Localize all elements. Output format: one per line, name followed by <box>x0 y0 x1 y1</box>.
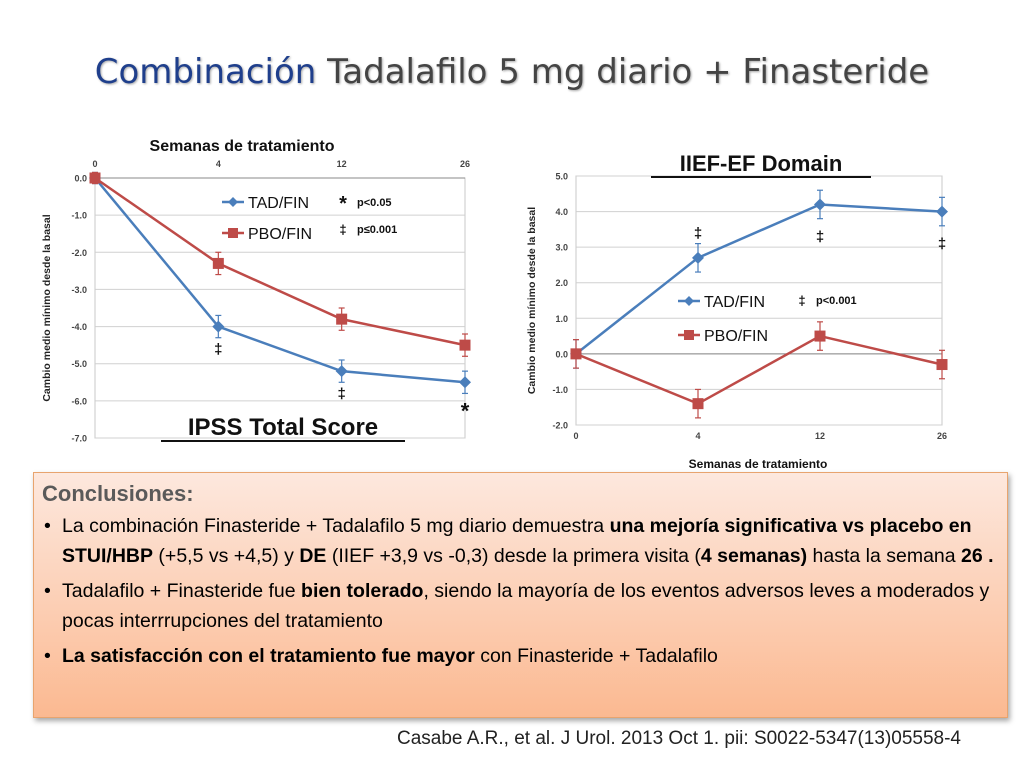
series-line <box>575 203 943 355</box>
significance-marker: ‡ <box>214 341 222 358</box>
significance-marker: ‡ <box>938 236 946 253</box>
legend-marker <box>228 197 238 207</box>
x-tick-label: 4 <box>216 159 221 169</box>
significance-symbol: * <box>339 193 347 215</box>
significance-marker: ‡ <box>337 385 345 402</box>
y-tick-label: 0.0 <box>555 349 568 359</box>
y-tick-label: -2.0 <box>552 421 568 431</box>
conclusion-bullet: Tadalafilo + Finasteride fue bien tolera… <box>42 576 997 636</box>
data-point <box>570 348 582 360</box>
conclusions-box: Conclusiones: La combinación Finasteride… <box>33 472 1008 718</box>
y-tick-label: -5.0 <box>71 359 87 369</box>
y-tick-label: -6.0 <box>71 396 87 406</box>
data-point <box>335 365 348 378</box>
data-point <box>212 320 225 333</box>
legend-marker <box>684 296 694 306</box>
significance-marker: * <box>461 399 470 424</box>
y-tick-label: 1.0 <box>555 314 568 324</box>
iief-chart: 5.0 4.0 3.0 2.0 1.0 0.0 -1.0 -2.0 0 4 12 26 Cambio m… <box>526 151 948 471</box>
significance-label: p≤0.001 <box>357 224 397 236</box>
conclusion-text: (+5,5 vs +4,5) y <box>153 545 300 567</box>
x-tick-label: 0 <box>573 431 578 441</box>
data-point <box>814 198 826 211</box>
data-point <box>89 172 101 184</box>
y-tick-label: -7.0 <box>71 434 87 444</box>
significance-marker: ‡ <box>694 225 702 242</box>
data-point <box>692 251 704 264</box>
legend-label: TAD/FIN <box>248 195 309 212</box>
y-tick-label: 5.0 <box>555 172 568 182</box>
y-axis-label: Cambio medio mínimo desde la basal <box>41 214 53 401</box>
conclusion-text: , siendo la mayoría de los eventos adver… <box>62 580 990 632</box>
slide-title-part2: Tadalafilo 5 mg diario + Finasteride <box>327 52 930 92</box>
x-tick-label: 4 <box>695 431 700 441</box>
conclusion-bullet: La combinación Finasteride + Tadalafilo … <box>42 511 997 571</box>
x-tick-label: 26 <box>460 159 470 169</box>
series-line <box>94 177 466 384</box>
series-line <box>575 334 943 406</box>
conclusion-bold-text: DE <box>299 545 327 567</box>
data-point <box>936 359 948 371</box>
conclusion-bold-text: una mejoría significativa vs placebo en … <box>62 515 972 567</box>
significance-label: p<0.001 <box>816 295 857 307</box>
conclusions-list: La combinación Finasteride + Tadalafilo … <box>42 511 997 671</box>
x-tick-label: 12 <box>815 431 825 441</box>
significance-marker: ‡ <box>816 228 824 245</box>
conclusion-bullet: La satisfacción con el tratamiento fue m… <box>42 641 997 671</box>
y-tick-label: -3.0 <box>71 285 87 295</box>
significance-symbol: ‡ <box>798 293 805 308</box>
y-tick-label: 4.0 <box>555 207 568 217</box>
y-tick-label: -4.0 <box>71 322 87 332</box>
significance-symbol: ‡ <box>339 222 346 237</box>
data-point <box>336 313 348 325</box>
y-tick-label: 0.0 <box>74 174 87 184</box>
series-line <box>94 176 466 347</box>
y-tick-label: 3.0 <box>555 243 568 253</box>
data-point <box>692 398 704 410</box>
legend-label: PBO/FIN <box>704 328 768 345</box>
conclusion-bold-text: 26 . <box>961 545 994 567</box>
conclusion-bold-text: La satisfacción con el tratamiento fue m… <box>62 645 475 667</box>
data-point <box>936 205 948 218</box>
conclusions-heading: Conclusiones: <box>42 481 194 506</box>
y-tick-label: -1.0 <box>552 385 568 395</box>
conclusion-bold-text: 4 semanas) <box>700 545 808 567</box>
conclusion-text: con Finasteride + Tadalafilo <box>474 645 718 667</box>
legend-marker <box>228 228 238 238</box>
conclusion-text: (IIEF +3,9 vs -0,3) desde la primera vis… <box>326 545 701 567</box>
significance-label: p<0.05 <box>357 197 392 209</box>
slide-title-part1: Combinación <box>94 52 317 92</box>
y-tick-label: -1.0 <box>71 211 87 221</box>
legend-label: PBO/FIN <box>248 226 312 243</box>
data-point <box>212 257 224 269</box>
x-tick-label: 12 <box>337 159 347 169</box>
ipss-chart: 0.0 -1.0 -2.0 -3.0 -4.0 -5.0 -6.0 -7.0 0 4 12 26 Cam… <box>41 138 471 444</box>
data-point <box>459 339 471 351</box>
x-tick-label: 26 <box>937 431 947 441</box>
conclusion-text: Tadalafilo + Finasteride fue <box>62 580 302 602</box>
slide-title: Combinación Tadalafilo 5 mg diario + Fin… <box>0 52 1024 92</box>
legend-marker <box>684 330 694 340</box>
citation: Casabe A.R., et al. J Urol. 2013 Oct 1. … <box>397 728 961 749</box>
conclusion-text: La combinación Finasteride + Tadalafilo … <box>62 515 610 537</box>
legend-label: TAD/FIN <box>704 294 765 311</box>
y-tick-label: 2.0 <box>555 278 568 288</box>
chart-title: IPSS Total Score <box>188 414 378 441</box>
x-axis-label: Semanas de tratamiento <box>689 457 828 471</box>
data-point <box>814 330 826 342</box>
conclusion-text: hasta la semana <box>807 545 962 567</box>
x-axis-label: Semanas de tratamiento <box>150 138 335 155</box>
x-tick-label: 0 <box>92 159 97 169</box>
chart-title: IIEF-EF Domain <box>680 151 843 176</box>
y-tick-label: -2.0 <box>71 248 87 258</box>
conclusion-bold-text: bien tolerado <box>301 580 424 602</box>
data-point <box>459 376 471 389</box>
y-axis-label: Cambio medio mínimo desde la basal <box>526 207 538 394</box>
